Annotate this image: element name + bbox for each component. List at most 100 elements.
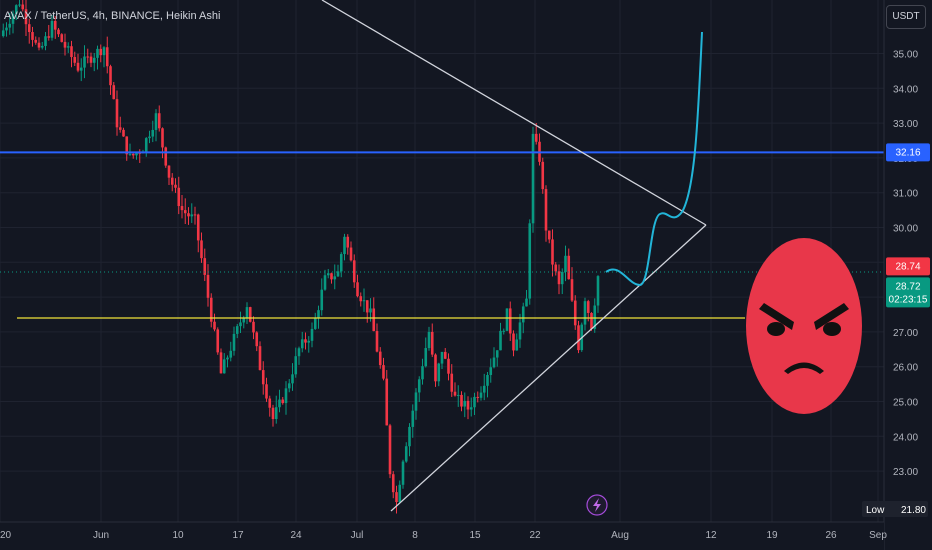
- candle-down: [268, 398, 272, 408]
- candle-down: [37, 42, 41, 48]
- candle-up: [300, 339, 304, 349]
- candle-up: [525, 298, 528, 307]
- candle-down: [453, 391, 457, 396]
- candle-down: [203, 258, 207, 275]
- candle-down: [375, 331, 379, 352]
- trendline-drawings[interactable]: [321, 0, 707, 512]
- candle-down: [34, 39, 38, 43]
- candle-up: [151, 129, 155, 137]
- candle-down: [125, 136, 129, 155]
- candle-down: [216, 329, 220, 353]
- candle-up: [14, 5, 18, 14]
- candle-down: [551, 239, 554, 265]
- candle-down: [434, 354, 437, 382]
- candle-down: [281, 399, 285, 404]
- candle-down: [258, 346, 262, 371]
- candle-down: [89, 56, 93, 63]
- price-badges: 32.16 28.74 28.72 02:23:15 Low 21.80: [862, 143, 930, 517]
- candle-up: [596, 276, 600, 306]
- candle-up: [239, 322, 242, 327]
- candle-up: [102, 47, 106, 56]
- candle-up: [564, 255, 567, 272]
- candle-down: [346, 236, 350, 248]
- candle-down: [570, 279, 574, 301]
- candle-down: [170, 177, 174, 185]
- x-tick-label: Sep: [869, 530, 887, 541]
- candle-down: [157, 113, 161, 129]
- time-axis[interactable]: 20 Jun 10 17 24 Jul 8 15 22 Aug 12 19 26 Sep: [0, 521, 887, 550]
- candle-down: [534, 133, 538, 142]
- candle-down: [271, 407, 275, 419]
- candle-up: [222, 359, 226, 374]
- candle-up: [278, 399, 281, 408]
- red-price-badge-text: 28.74: [895, 261, 920, 272]
- candle-up: [489, 367, 493, 375]
- candle-down: [512, 333, 515, 351]
- candle-down: [466, 400, 470, 410]
- x-tick-label: 24: [290, 530, 302, 541]
- candle-up: [11, 13, 15, 24]
- candle-down: [161, 128, 164, 148]
- angry-face-icon: [746, 238, 862, 414]
- candle-down: [86, 56, 90, 58]
- candle-down: [554, 264, 558, 272]
- candle-down: [118, 127, 122, 130]
- candle-down: [349, 247, 353, 261]
- candle-down: [193, 214, 197, 216]
- right-brow: [814, 303, 849, 330]
- candle-up: [128, 153, 132, 155]
- low-badge: Low 21.80: [862, 501, 928, 517]
- candle-down: [265, 384, 268, 399]
- candle-down: [70, 46, 73, 58]
- candle-up: [297, 348, 301, 357]
- candle-up: [144, 138, 148, 152]
- candle-up: [148, 136, 151, 139]
- x-tick-label: Jun: [93, 530, 109, 541]
- candle-down: [164, 147, 168, 166]
- candle-up: [502, 330, 506, 332]
- candle-down: [378, 351, 382, 366]
- candle-up: [515, 339, 519, 351]
- candle-up: [362, 300, 366, 302]
- candle-up: [326, 273, 330, 276]
- candles: [1, 0, 600, 514]
- candle-down: [372, 308, 376, 332]
- candle-up: [473, 396, 476, 408]
- y-tick-label: 30.00: [893, 224, 918, 235]
- candle-up: [40, 45, 44, 48]
- candle-up: [463, 400, 467, 407]
- candle-up: [336, 271, 340, 277]
- candle-down: [252, 321, 255, 333]
- candle-down: [447, 358, 450, 374]
- y-tick-label: 23.00: [893, 467, 918, 478]
- y-tick-label: 35.00: [893, 50, 918, 61]
- left-brow: [759, 303, 794, 330]
- candle-up: [437, 363, 441, 382]
- candle-up: [154, 113, 158, 130]
- candle-down: [590, 312, 593, 329]
- candle-up: [411, 410, 415, 427]
- x-tick-label: 15: [469, 530, 481, 541]
- candle-down: [460, 394, 463, 407]
- projection-path[interactable]: [605, 31, 703, 287]
- candle-down: [99, 48, 103, 56]
- candle-up: [518, 322, 522, 340]
- candle-up: [245, 307, 249, 318]
- candle-down: [200, 240, 203, 259]
- candle-down: [63, 41, 67, 48]
- lightning-icon[interactable]: [586, 494, 608, 516]
- candle-up: [479, 392, 483, 398]
- candle-up: [521, 306, 525, 323]
- candle-down: [122, 129, 125, 137]
- candle-up: [417, 379, 421, 393]
- candle-up: [226, 357, 229, 360]
- frown-mouth: [784, 362, 824, 374]
- candle-down: [577, 325, 580, 351]
- low-label: Low: [866, 505, 885, 516]
- x-tick-label: 22: [529, 530, 541, 541]
- candle-up: [44, 36, 47, 46]
- currency-button[interactable]: USDT: [886, 5, 926, 29]
- candle-up: [92, 57, 96, 63]
- candle-up: [499, 330, 502, 351]
